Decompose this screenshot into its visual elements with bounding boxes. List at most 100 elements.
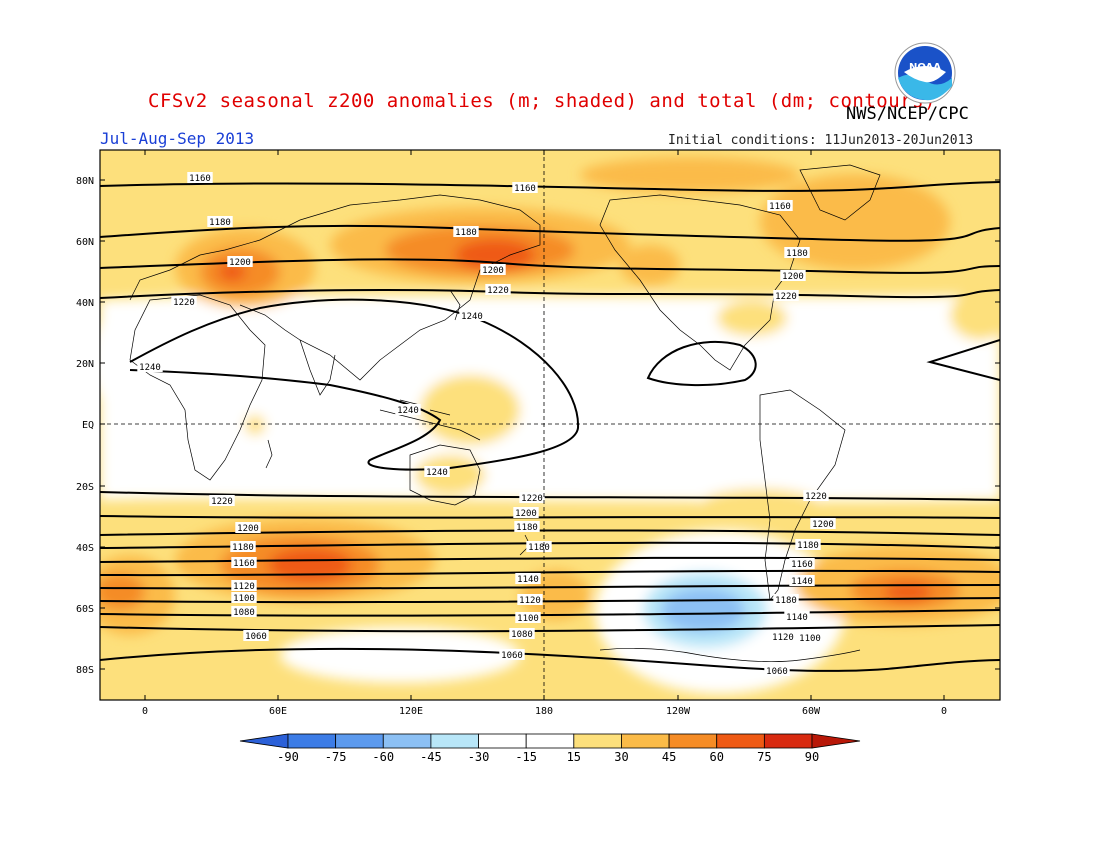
colorbar-tick-label: 60 [710,750,724,764]
contour-label-bg [227,256,253,267]
coastlines [129,164,881,663]
contour-label: 1080 [511,630,533,640]
contour-label-bg [810,518,836,529]
contour-label: 1200 [515,509,537,519]
colorbar-swatch [382,733,432,749]
contour-label: 1100 [799,634,821,644]
colorbar-swatch [621,733,670,749]
contour-label-bg [230,541,256,552]
contour-label: 1160 [791,560,813,570]
contour-label: 1180 [797,541,819,551]
noaa-logo-text: NOAA [909,62,941,73]
contour-label: 1180 [516,523,538,533]
contour-label-bg [459,310,485,321]
contour-label-bg [512,182,538,193]
contour-label-bg [395,404,421,415]
colorbar-tick-label: 90 [805,750,819,764]
contour-label: 1120 [519,596,541,606]
initial-conditions-label: Initial conditions: 11Jun2013-20Jun2013 [668,133,974,148]
colorbar-tick-label: -15 [515,750,537,764]
agency-label: NWS/NCEP/CPC [846,104,969,124]
colorbar-swatch [716,733,765,749]
lon-tick-label: 120W [666,706,691,717]
contour-label-bg [767,200,793,211]
contour-label: 1180 [775,596,797,606]
contour-label: 1120 [233,582,255,592]
contour-label: 1220 [805,492,827,502]
contour-label-bg [526,541,552,552]
lat-tick-label: 80S [76,665,94,676]
colorbar-swatch [335,733,384,749]
latitude-axis: 80N 60N 40N 20N EQ 20S 40S 60S 80S [76,176,1000,676]
colorbar-swatch [668,733,718,749]
colorbar-swatch [763,733,813,749]
contour-label-bg [797,632,823,643]
contour-label: 1220 [521,494,543,504]
colorbar-swatch [478,733,527,749]
contour-label: 1220 [487,286,509,296]
contour-label: 1160 [514,184,536,194]
contour-label-bg [509,628,535,639]
contour-label-bg [453,226,479,237]
noaa-logo: NOAA [894,42,956,104]
colorbar-tick-label: -30 [468,750,490,764]
colorbar: -90 -75 -60 -45 -30 -15 15 30 45 60 75 90 [239,733,861,764]
contour-label-bg [231,592,257,603]
lon-tick-label: 120E [399,706,423,717]
lon-tick-label: 180 [535,706,553,717]
colorbar-tick-label: -45 [420,750,442,764]
colorbar-tick-label: 75 [757,750,771,764]
contour-label-bg [773,594,799,605]
contour-label-bg [803,490,829,501]
contour-label-bg [784,611,810,622]
contour-label: 1220 [211,497,233,507]
contour-label-bg [171,296,197,307]
colorbar-tick-label: 45 [662,750,676,764]
contour-label: 1220 [775,292,797,302]
colorbar-tick-label: -60 [372,750,394,764]
colorbar-swatch [430,733,479,749]
contour-label-bg [513,507,539,518]
contour-label: 1240 [397,406,419,416]
contour-label-bg [499,649,525,660]
contour-label: 1180 [232,543,254,553]
lat-tick-label: 40S [76,543,94,554]
colorbar-swatch [573,733,622,749]
lon-tick-label: 0 [941,706,947,717]
lat-tick-label: 20N [76,359,94,370]
lon-tick-label: 60E [269,706,287,717]
colorbar-tick-label: -75 [325,750,347,764]
colorbar-high-arrow [811,733,861,749]
contour-label: 1200 [782,272,804,282]
contour-label-bg [480,264,506,275]
colorbar-tick-label: 30 [614,750,628,764]
contour-label-bg [209,495,235,506]
lat-tick-label: 60N [76,237,94,248]
colorbar-swatch [287,733,337,749]
contour-label: 1100 [233,594,255,604]
contour-label-bg [243,630,269,641]
contour-label: 1060 [245,632,267,642]
contour-label-bg [235,522,261,533]
season-label: Jul-Aug-Sep 2013 [100,129,255,148]
lat-tick-label: EQ [82,420,94,431]
contour-label-bg [789,558,815,569]
lat-tick-label: 60S [76,604,94,615]
contour-label-bg [784,247,810,258]
contour-label: 1140 [517,575,539,585]
contour-label-bg [137,361,163,372]
contour-label-bg [517,594,543,605]
contour-label-bg [773,290,799,301]
contour-label-bg [519,492,545,503]
contour-label-bg [514,521,540,532]
map-frame [99,149,1001,701]
contour-label: 1140 [791,577,813,587]
contour-label-bg [789,575,815,586]
lat-tick-label: 20S [76,482,94,493]
map-title: CFSv2 seasonal z200 anomalies (m; shaded… [148,90,936,112]
contour-label-bg [424,466,450,477]
contour-label-bg [770,631,796,642]
contour-label: 1200 [812,520,834,530]
contour-label: 1100 [517,614,539,624]
colorbar-swatch [525,733,575,749]
